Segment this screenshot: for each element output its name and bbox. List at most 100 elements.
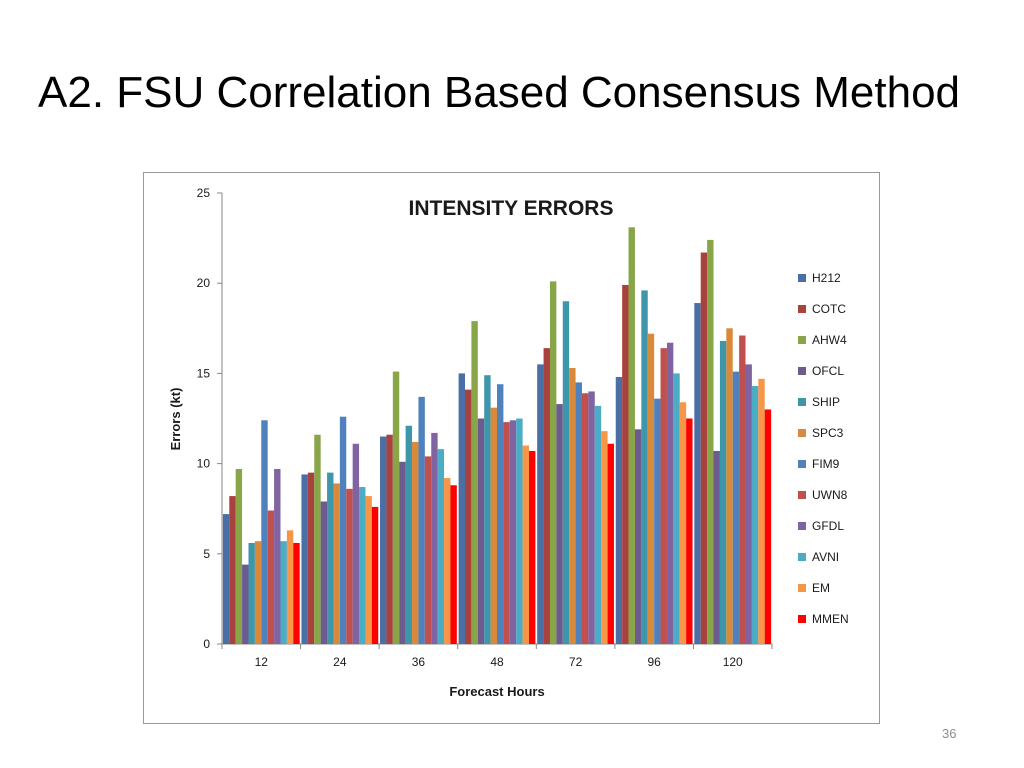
x-tick-label: 72 bbox=[569, 655, 583, 669]
bar-avni-48 bbox=[516, 418, 523, 644]
y-tick-label: 15 bbox=[197, 366, 211, 380]
intensity-errors-chart: INTENSITY ERRORS 0 5 10 15 20 25 12 24 36 48 72 96 12… bbox=[168, 186, 849, 699]
y-tick-label: 0 bbox=[203, 637, 210, 651]
x-tick-label: 96 bbox=[647, 655, 661, 669]
bar-ofcl-24 bbox=[320, 501, 328, 644]
bar-ahw4-96 bbox=[628, 227, 635, 644]
bar-gfdl-36 bbox=[431, 432, 438, 644]
bar-ahw4-48 bbox=[471, 321, 478, 644]
bar-mmen-72 bbox=[607, 443, 614, 644]
bar-uwn8-36 bbox=[424, 456, 432, 644]
bar-uwn8-96 bbox=[660, 348, 667, 644]
y-tick-label: 10 bbox=[197, 457, 211, 471]
bar-gfdl-96 bbox=[666, 342, 674, 644]
bar-em-72 bbox=[601, 431, 608, 644]
chart-title: INTENSITY ERRORS bbox=[409, 197, 614, 220]
legend-label-ofcl: OFCL bbox=[812, 364, 844, 378]
x-tick-label: 48 bbox=[490, 655, 504, 669]
legend-label-ship: SHIP bbox=[812, 395, 840, 409]
bar-mmen-96 bbox=[686, 418, 693, 644]
bar-ship-12 bbox=[248, 542, 255, 644]
bar-h212-36 bbox=[380, 436, 387, 644]
bar-h212-96 bbox=[615, 377, 623, 644]
bar-ahw4-120 bbox=[707, 239, 714, 644]
bar-fim9-12 bbox=[261, 420, 268, 644]
bar-mmen-24 bbox=[371, 506, 379, 644]
legend-label-h212: H212 bbox=[812, 271, 841, 285]
bar-h212-24 bbox=[301, 474, 308, 644]
bar-ofcl-120 bbox=[713, 450, 720, 644]
bar-mmen-48 bbox=[529, 450, 536, 644]
chart-frame: INTENSITY ERRORS 0 5 10 15 20 25 12 24 36 48 72 96 12… bbox=[143, 172, 880, 724]
legend-swatch-gfdl bbox=[798, 522, 806, 530]
bar-mmen-12 bbox=[293, 542, 300, 644]
slide-number: 36 bbox=[942, 726, 957, 741]
bar-fim9-24 bbox=[339, 416, 347, 644]
bar-em-120 bbox=[758, 378, 765, 644]
bar-fim9-96 bbox=[654, 398, 661, 644]
x-tick-label: 120 bbox=[723, 655, 743, 669]
bar-cotc-12 bbox=[229, 496, 236, 644]
bar-h212-72 bbox=[537, 364, 544, 644]
bar-mmen-120 bbox=[764, 409, 772, 644]
bar-cotc-72 bbox=[543, 348, 550, 644]
bar-ofcl-96 bbox=[634, 429, 642, 644]
bar-spc3-48 bbox=[490, 407, 497, 644]
bar-uwn8-48 bbox=[503, 422, 510, 644]
bar-gfdl-120 bbox=[745, 364, 752, 644]
x-tick-label: 12 bbox=[255, 655, 269, 669]
bar-ahw4-24 bbox=[314, 434, 321, 644]
bar-ship-72 bbox=[562, 301, 570, 644]
bar-ship-24 bbox=[327, 472, 334, 644]
bar-h212-120 bbox=[694, 303, 701, 644]
legend-label-mmen: MMEN bbox=[812, 612, 849, 626]
bar-fim9-48 bbox=[497, 384, 504, 644]
bar-uwn8-72 bbox=[581, 393, 589, 644]
bar-avni-24 bbox=[359, 487, 366, 644]
legend-label-em: EM bbox=[812, 581, 830, 595]
legend-swatch-fim9 bbox=[798, 460, 806, 468]
bar-uwn8-120 bbox=[739, 335, 746, 644]
y-tick-label: 5 bbox=[203, 547, 210, 561]
bar-fim9-72 bbox=[575, 382, 582, 644]
bar-avni-72 bbox=[594, 405, 602, 644]
bar-em-48 bbox=[522, 445, 529, 644]
bar-avni-36 bbox=[437, 449, 445, 644]
legend-swatch-ahw4 bbox=[798, 336, 806, 344]
bar-spc3-120 bbox=[726, 328, 733, 644]
legend-label-gfdl: GFDL bbox=[812, 519, 844, 533]
y-tick-label: 20 bbox=[197, 276, 211, 290]
legend-swatch-em bbox=[798, 584, 806, 592]
bar-cotc-120 bbox=[700, 252, 708, 645]
x-axis-label: Forecast Hours bbox=[449, 684, 544, 699]
bar-ahw4-72 bbox=[549, 281, 557, 644]
bar-uwn8-12 bbox=[267, 510, 275, 644]
bar-ahw4-12 bbox=[235, 469, 243, 644]
legend-swatch-ofcl bbox=[798, 367, 806, 375]
bar-avni-12 bbox=[280, 541, 287, 644]
bar-ship-36 bbox=[405, 425, 413, 644]
bar-gfdl-48 bbox=[509, 420, 517, 644]
bar-ofcl-36 bbox=[399, 461, 406, 644]
bar-gfdl-24 bbox=[352, 443, 360, 644]
bar-ofcl-12 bbox=[242, 564, 249, 644]
bar-h212-48 bbox=[458, 373, 465, 644]
bar-cotc-96 bbox=[622, 285, 629, 644]
bar-h212-12 bbox=[222, 514, 230, 644]
bar-cotc-36 bbox=[386, 434, 393, 644]
bar-gfdl-12 bbox=[274, 469, 281, 644]
legend-label-fim9: FIM9 bbox=[812, 457, 840, 471]
bar-avni-96 bbox=[673, 373, 680, 644]
bar-spc3-36 bbox=[412, 441, 419, 644]
bar-ahw4-36 bbox=[392, 371, 400, 644]
bar-ship-48 bbox=[484, 375, 491, 644]
bar-em-24 bbox=[365, 496, 372, 644]
bar-avni-120 bbox=[751, 386, 759, 644]
bar-uwn8-24 bbox=[346, 488, 353, 644]
bar-spc3-12 bbox=[254, 541, 262, 644]
bar-spc3-24 bbox=[333, 483, 340, 644]
legend-label-cotc: COTC bbox=[812, 302, 846, 316]
bar-fim9-36 bbox=[418, 396, 425, 644]
bar-spc3-96 bbox=[647, 333, 655, 644]
bar-cotc-24 bbox=[307, 472, 315, 644]
